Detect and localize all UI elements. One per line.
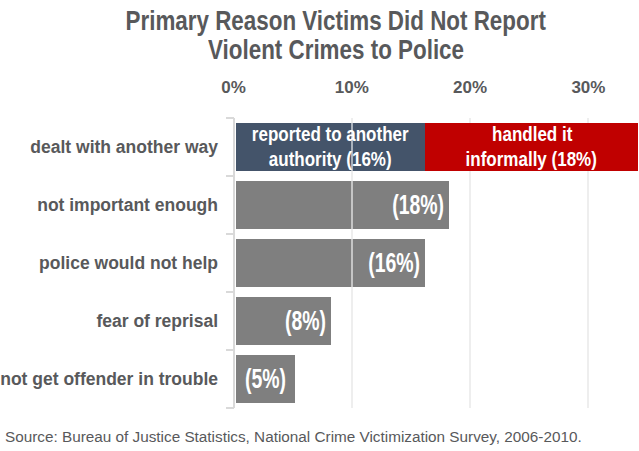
bar-segment-fear-of-reprisal: (8%) xyxy=(236,297,331,345)
bar-row: (8%) xyxy=(236,297,331,345)
category-label-text: not important enough xyxy=(37,195,218,216)
category-label-text: police would not help xyxy=(39,253,218,274)
category-label: fear of reprisal xyxy=(96,292,218,350)
x-axis-tick-label: 10% xyxy=(335,78,369,98)
bar-value-label: (18%) xyxy=(392,190,444,221)
category-label-text: dealt with another way xyxy=(30,137,218,158)
axis-tick xyxy=(226,349,234,351)
x-axis-tick-label: 0% xyxy=(221,78,246,98)
bar-row: reported to anotherauthority (16%)handle… xyxy=(236,123,638,171)
bar-value-label: informally (18%) xyxy=(466,147,597,172)
axis-tick xyxy=(226,233,234,235)
axis-tick xyxy=(226,407,234,409)
chart-title-line1: Primary Reason Victims Did Not Report xyxy=(34,6,638,35)
x-axis-tick-label: 20% xyxy=(453,78,487,98)
y-axis-line xyxy=(233,118,235,408)
gridline-overlay xyxy=(351,118,353,408)
bar-row: (16%) xyxy=(236,239,425,287)
category-label: dealt with another way xyxy=(30,118,218,176)
bar-value-label: reported to another xyxy=(252,122,409,147)
category-label-text: fear of reprisal xyxy=(96,311,218,332)
bar-value-label: handled it xyxy=(492,122,572,147)
category-label-text: not get offender in trouble xyxy=(0,369,218,390)
category-label: not important enough xyxy=(37,176,218,234)
chart-title-line2: Violent Crimes to Police xyxy=(34,35,638,64)
category-label: not get offender in trouble xyxy=(0,350,218,408)
bar-row: (18%) xyxy=(236,181,449,229)
bar-value-label: (5%) xyxy=(245,364,286,395)
bar-segment-not-important-enough: (18%) xyxy=(236,181,449,229)
axis-tick xyxy=(226,175,234,177)
axis-tick xyxy=(226,291,234,293)
chart-title: Primary Reason Victims Did Not Report Vi… xyxy=(34,6,638,64)
bar-segment-police-would-not-help: (16%) xyxy=(236,239,425,287)
bar-value-label: (16%) xyxy=(368,248,420,279)
x-axis-tick-label: 30% xyxy=(571,78,605,98)
axis-tick xyxy=(226,117,234,119)
bar-value-label: (8%) xyxy=(285,306,326,337)
bar-segment-not-get-offender-in-trouble: (5%) xyxy=(236,355,295,403)
bar-row: (5%) xyxy=(236,355,295,403)
source-note: Source: Bureau of Justice Statistics, Na… xyxy=(5,428,582,446)
bar-segment-handled-it-informally: handled itinformally (18%) xyxy=(425,123,638,171)
category-label: police would not help xyxy=(39,234,218,292)
bar-segment-reported-to-another-authority: reported to anotherauthority (16%) xyxy=(236,123,425,171)
bar-value-label: authority (16%) xyxy=(269,147,392,172)
